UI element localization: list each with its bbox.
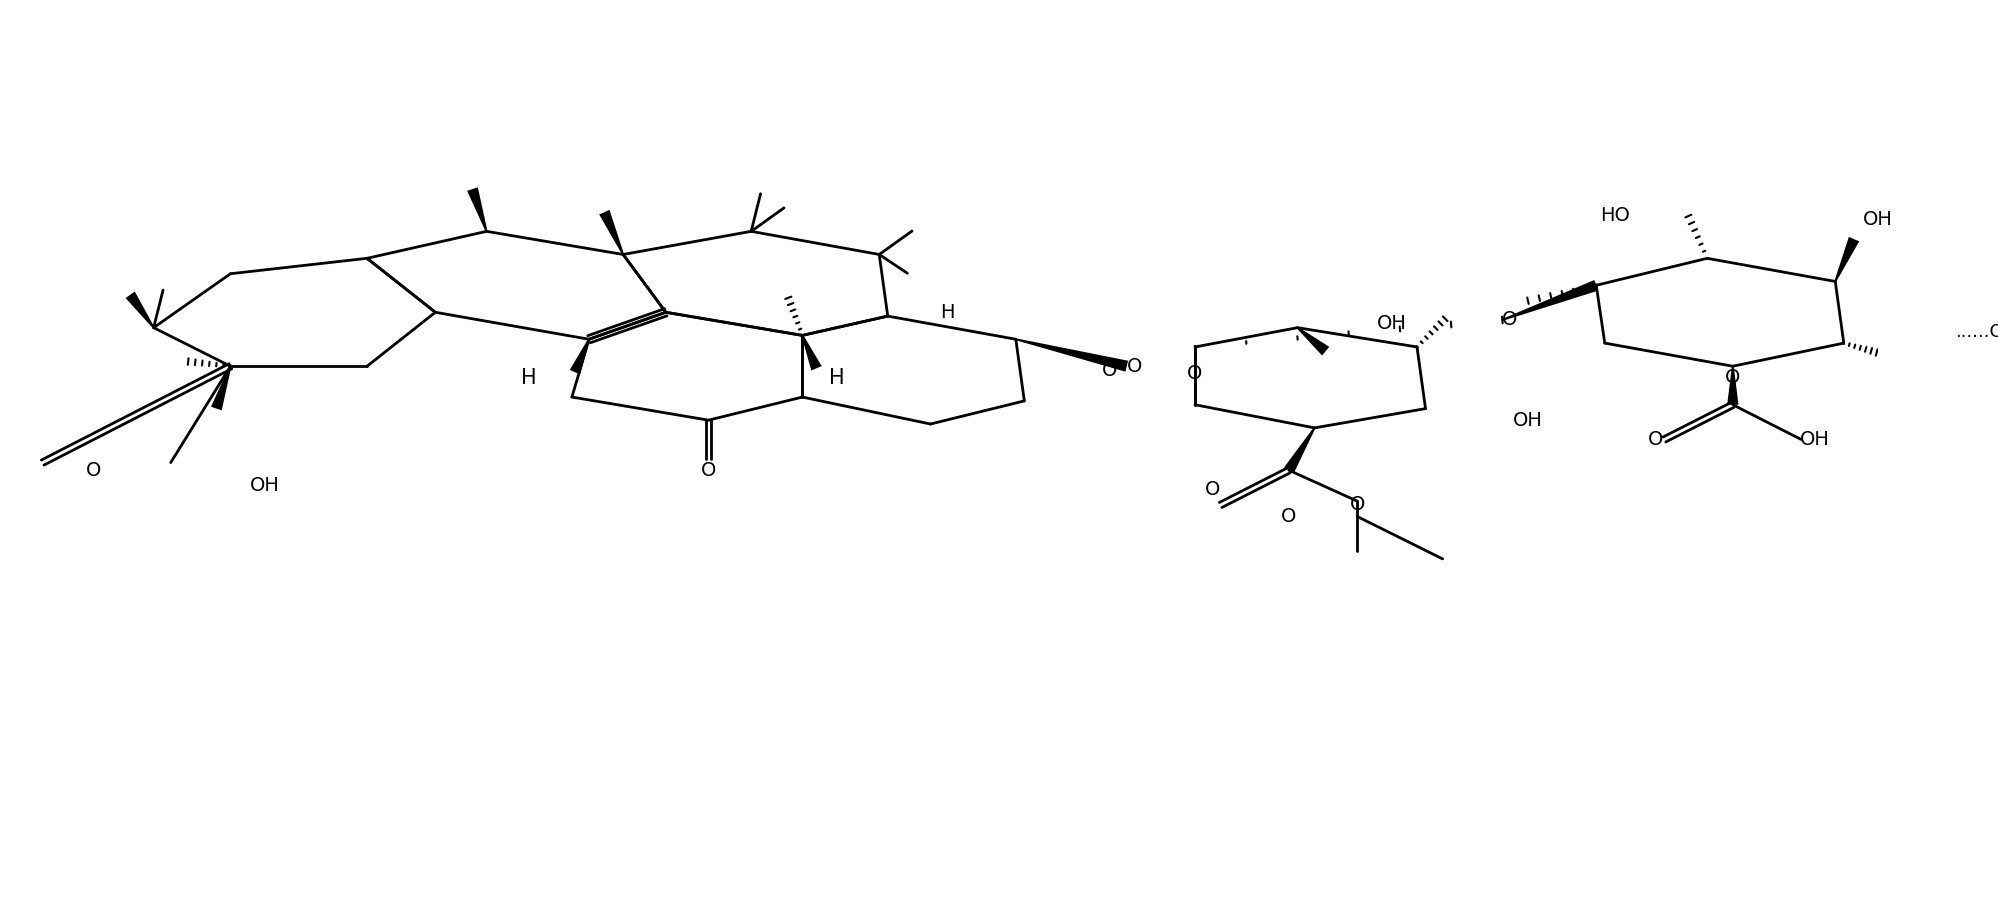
- Text: OH: OH: [1377, 314, 1407, 334]
- Text: O: O: [1103, 361, 1117, 380]
- Polygon shape: [1834, 237, 1860, 281]
- Polygon shape: [1285, 428, 1315, 474]
- Text: H: H: [521, 368, 537, 388]
- Polygon shape: [1502, 280, 1598, 321]
- Text: H: H: [829, 368, 845, 388]
- Text: O: O: [1648, 430, 1662, 449]
- Text: OH: OH: [1800, 430, 1830, 449]
- Text: O: O: [701, 461, 715, 480]
- Polygon shape: [599, 210, 623, 255]
- Polygon shape: [1297, 327, 1329, 355]
- Polygon shape: [801, 335, 821, 371]
- Polygon shape: [1726, 366, 1738, 405]
- Text: O: O: [1724, 368, 1740, 387]
- Text: HO: HO: [1600, 207, 1630, 226]
- Text: O: O: [86, 461, 102, 480]
- Text: O: O: [1127, 356, 1143, 376]
- Polygon shape: [1015, 338, 1129, 372]
- Text: OH: OH: [1512, 410, 1542, 429]
- Polygon shape: [569, 339, 589, 374]
- Polygon shape: [126, 291, 154, 328]
- Polygon shape: [212, 366, 232, 410]
- Text: O: O: [1281, 507, 1297, 526]
- Text: O: O: [1187, 364, 1203, 383]
- Text: OH: OH: [250, 476, 280, 495]
- Text: ......OH: ......OH: [1954, 323, 1998, 341]
- Text: H: H: [941, 303, 955, 322]
- Polygon shape: [468, 188, 488, 232]
- Text: OH: OH: [1862, 210, 1892, 229]
- Text: O: O: [1205, 480, 1221, 499]
- Text: O: O: [1502, 310, 1518, 329]
- Text: O: O: [1349, 495, 1365, 514]
